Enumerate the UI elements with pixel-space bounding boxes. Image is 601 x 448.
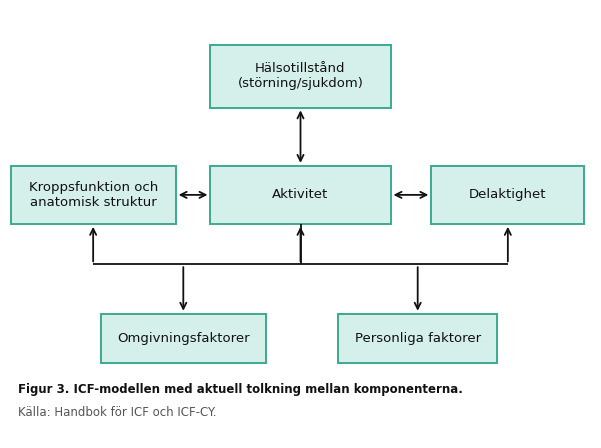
FancyBboxPatch shape	[210, 45, 391, 108]
Text: Kroppsfunktion och
anatomisk struktur: Kroppsfunktion och anatomisk struktur	[28, 181, 158, 209]
Text: Källa: Handbok för ICF och ICF-CY.: Källa: Handbok för ICF och ICF-CY.	[18, 406, 216, 419]
FancyBboxPatch shape	[432, 166, 584, 224]
FancyBboxPatch shape	[10, 166, 175, 224]
Text: Personliga faktorer: Personliga faktorer	[355, 332, 481, 345]
FancyBboxPatch shape	[210, 166, 391, 224]
FancyBboxPatch shape	[100, 314, 266, 363]
Text: Hälsotillstånd
(störning/sjukdom): Hälsotillstånd (störning/sjukdom)	[237, 62, 364, 90]
Text: Delaktighet: Delaktighet	[469, 188, 546, 202]
Text: Aktivitet: Aktivitet	[272, 188, 329, 202]
Text: Omgivningsfaktorer: Omgivningsfaktorer	[117, 332, 249, 345]
Text: Figur 3. ICF-modellen med aktuell tolkning mellan komponenterna.: Figur 3. ICF-modellen med aktuell tolkni…	[18, 383, 463, 396]
FancyBboxPatch shape	[338, 314, 498, 363]
